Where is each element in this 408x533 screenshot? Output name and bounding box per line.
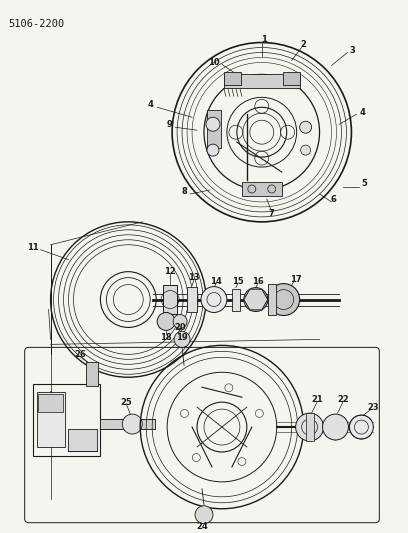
- Text: 11: 11: [27, 243, 39, 252]
- Text: 18: 18: [160, 333, 172, 342]
- Circle shape: [122, 414, 142, 434]
- Bar: [232, 288, 240, 311]
- Text: 6: 6: [330, 196, 337, 205]
- Bar: [306, 413, 314, 441]
- Bar: [224, 72, 241, 85]
- Polygon shape: [244, 289, 268, 310]
- Circle shape: [323, 414, 348, 440]
- Text: 8: 8: [181, 188, 187, 197]
- Text: 4: 4: [147, 100, 153, 109]
- Bar: [268, 284, 276, 316]
- Text: 5106-2200: 5106-2200: [9, 19, 65, 29]
- Bar: [100, 419, 155, 429]
- Text: 24: 24: [196, 522, 208, 531]
- Text: 23: 23: [368, 402, 379, 411]
- Circle shape: [301, 145, 310, 155]
- Bar: [33, 384, 100, 456]
- Circle shape: [206, 117, 220, 131]
- Text: 14: 14: [210, 277, 222, 286]
- Circle shape: [268, 284, 299, 316]
- Circle shape: [349, 415, 373, 439]
- Text: 17: 17: [290, 275, 302, 284]
- Circle shape: [157, 312, 175, 330]
- Circle shape: [195, 506, 213, 524]
- Text: 5: 5: [361, 180, 367, 189]
- Bar: [283, 72, 299, 85]
- Circle shape: [174, 332, 190, 348]
- Text: 21: 21: [312, 394, 324, 403]
- Text: 22: 22: [337, 394, 349, 403]
- Bar: [207, 110, 221, 148]
- Text: 4: 4: [359, 108, 365, 117]
- Bar: [37, 392, 64, 447]
- Text: 13: 13: [188, 273, 200, 282]
- Bar: [187, 287, 197, 312]
- Text: 7: 7: [269, 209, 275, 219]
- Text: 10: 10: [208, 58, 220, 67]
- Text: 16: 16: [252, 277, 264, 286]
- Text: 20: 20: [174, 323, 186, 332]
- Text: 9: 9: [166, 120, 172, 129]
- Bar: [224, 75, 299, 88]
- Text: 1: 1: [261, 35, 267, 44]
- Text: 25: 25: [120, 398, 132, 407]
- Text: 3: 3: [349, 46, 355, 55]
- Bar: [38, 394, 62, 412]
- Bar: [86, 362, 98, 386]
- Circle shape: [299, 121, 312, 133]
- Circle shape: [173, 314, 187, 328]
- Circle shape: [296, 413, 324, 441]
- Bar: [242, 182, 282, 196]
- Bar: [68, 429, 98, 451]
- Bar: [163, 285, 177, 314]
- Circle shape: [201, 287, 227, 312]
- Text: 15: 15: [232, 277, 244, 286]
- Text: 26: 26: [75, 350, 86, 359]
- Text: 19: 19: [176, 333, 188, 342]
- Text: 2: 2: [301, 40, 306, 49]
- Circle shape: [244, 288, 268, 311]
- Text: 12: 12: [164, 267, 176, 276]
- Circle shape: [207, 144, 219, 156]
